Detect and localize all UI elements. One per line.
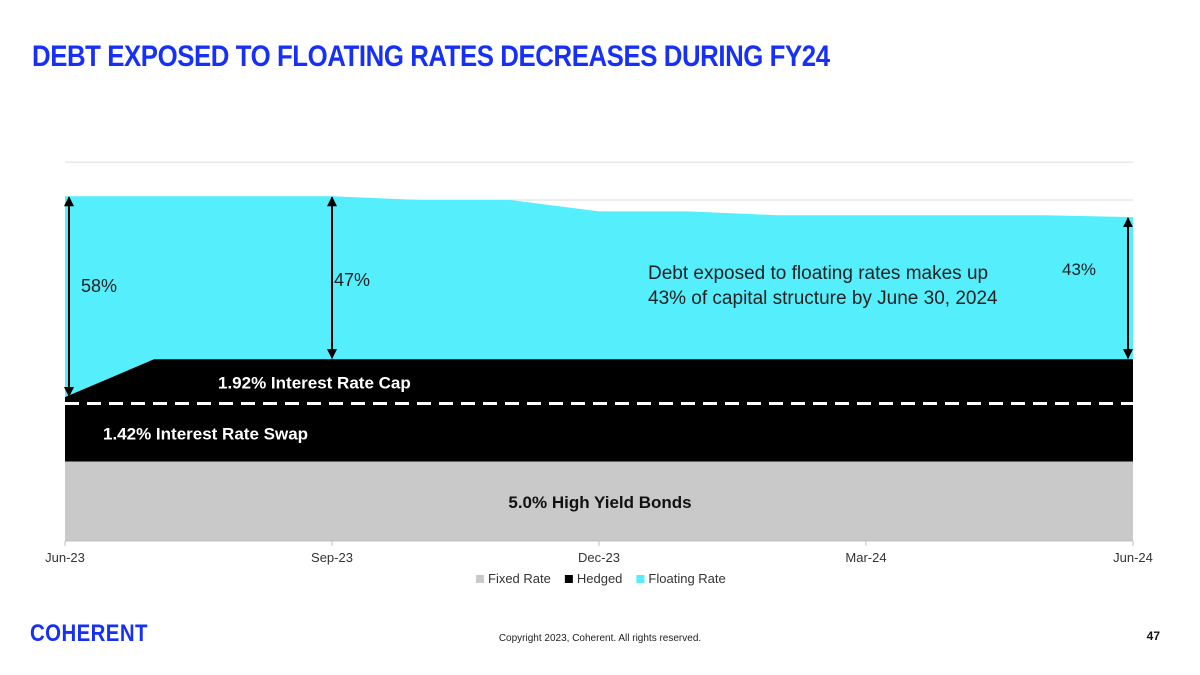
note-line-1: Debt exposed to floating rates makes up — [648, 263, 988, 284]
x-tick-label: Jun-23 — [45, 550, 85, 565]
coherent-logo: COHERENT — [30, 620, 148, 647]
swap-label: 1.42% Interest Rate Swap — [103, 424, 308, 443]
pct-47-label: 47% — [334, 270, 370, 290]
slide-title: DEBT EXPOSED TO FLOATING RATES DECREASES… — [32, 40, 830, 73]
copyright-text: Copyright 2023, Coherent. All rights res… — [498, 633, 702, 644]
legend-swatch — [476, 575, 484, 583]
legend-swatch — [636, 575, 645, 583]
area-fixed-rate — [65, 461, 1133, 541]
x-tick-label: Sep-23 — [311, 550, 353, 565]
page-number: 47 — [1146, 629, 1160, 643]
x-tick-label: Jun-24 — [1113, 550, 1153, 565]
x-tick-label: Dec-23 — [578, 550, 620, 565]
pct-58-label: 58% — [81, 276, 117, 296]
pct-43-label: 43% — [1062, 260, 1096, 279]
area-hedged — [65, 359, 1133, 462]
x-tick-label: Mar-24 — [845, 550, 886, 565]
cap-label: 1.92% Interest Rate Cap — [218, 373, 411, 392]
legend-label: Fixed Rate — [488, 571, 551, 586]
note-line-2: 43% of capital structure by June 30, 202… — [648, 288, 998, 309]
legend-label: Floating Rate — [648, 571, 725, 586]
legend-swatch — [564, 575, 573, 583]
bonds-label: 5.0% High Yield Bonds — [508, 493, 691, 512]
legend-label: Hedged — [577, 571, 623, 586]
